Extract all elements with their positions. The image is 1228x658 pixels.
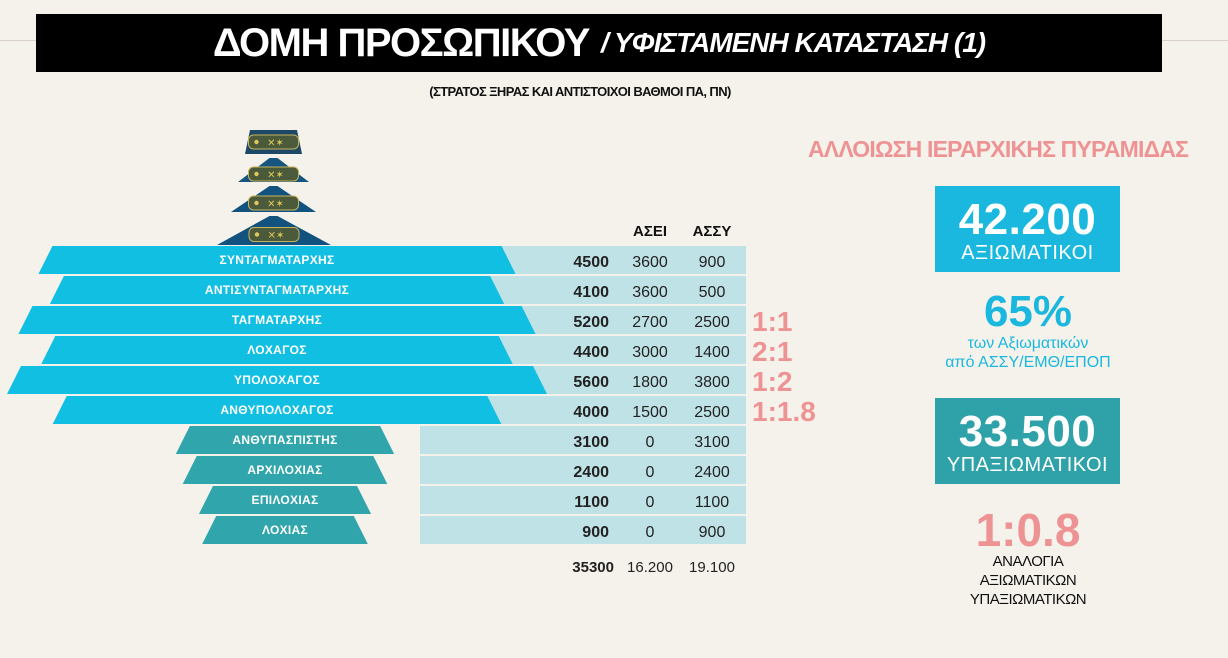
asei-value: 1800 — [632, 374, 668, 391]
rank-bar — [49, 276, 505, 304]
rank-bar — [52, 396, 502, 424]
assy-total: 19.100 — [689, 559, 735, 576]
column-header-assy: ΑΣΣΥ — [693, 223, 732, 240]
officers-box: 42.200 ΑΞΙΩΜΑΤΙΚΟΙ — [935, 186, 1120, 272]
assy-value: 1400 — [694, 344, 730, 361]
rank-label: ΑΝΘΥΠΟΛΟΧΑΓΟΣ — [220, 403, 333, 417]
rank-bar — [18, 306, 536, 334]
rank-epaulette-icon — [248, 195, 299, 211]
officers-label: ΑΞΙΩΜΑΤΙΚΟΙ — [961, 242, 1094, 264]
rank-bar — [175, 426, 395, 454]
title-bar: ΔΟΜΗ ΠΡΟΣΩΠΙΚΟΥ / ΥΦΙΣΤΑΜΕΝΗ ΚΑΤΑΣΤΑΣΗ (… — [36, 14, 1162, 72]
officers-percent: 65% — [983, 287, 1073, 336]
epaulette-button-icon — [254, 171, 259, 177]
table-row — [420, 456, 746, 484]
page-title-sub: / ΥΦΙΣΤΑΜΕΝΗ ΚΑΤΑΣΤΑΣΗ (1) — [600, 27, 986, 58]
rank-label: ΑΡΧΙΛΟΧΙΑΣ — [247, 463, 322, 477]
total-value: 900 — [582, 524, 609, 541]
assy-value: 2500 — [694, 404, 730, 421]
total-value: 5200 — [573, 314, 609, 331]
asei-value: 0 — [646, 434, 655, 451]
nco-count: 33.500 — [958, 407, 1097, 456]
rank-bar — [7, 366, 547, 394]
rank-bar — [182, 456, 388, 484]
total-value: 4100 — [573, 284, 609, 301]
asei-value: 0 — [646, 464, 655, 481]
asei-value: 2700 — [632, 314, 668, 331]
rank-pyramid-chart: ✕✶ ✕✶ ✕✶ ✕✶ ΑΣΕΙ ΑΣΣΥ ΣΥΝΤΑΓΜΑΤΑΡΧΗΣ 4500 3600 90… — [7, 130, 816, 576]
assy-value: 900 — [699, 254, 726, 271]
asei-value: 1500 — [632, 404, 668, 421]
total-value: 2400 — [573, 464, 609, 481]
asei-value: 0 — [646, 524, 655, 541]
asei-assy-ratio: 1:2 — [752, 366, 792, 397]
epaulette-crest-icon: ✕✶ — [268, 231, 285, 242]
epaulette-button-icon — [254, 232, 260, 237]
page-title: ΔΟΜΗ ΠΡΟΣΩΠΙΚΟΥ — [212, 20, 591, 65]
percent-caption: των Αξιωματικών από ΑΣΣΥ/ΕΜΘ/ΕΠΟΠ — [900, 334, 1156, 372]
asei-value: 3600 — [632, 254, 668, 271]
epaulette-crest-icon: ✕✶ — [267, 138, 284, 149]
assy-value: 2500 — [694, 314, 730, 331]
assy-value: 1100 — [695, 494, 730, 511]
assy-value: 900 — [699, 524, 726, 541]
rank-bar — [38, 246, 516, 274]
table-row — [420, 486, 746, 514]
rank-bar — [202, 516, 368, 544]
rank-bar — [198, 486, 372, 514]
asei-assy-ratio: 1:1.8 — [752, 396, 816, 427]
total-value: 1100 — [574, 494, 609, 511]
epaulette-crest-icon: ✕✶ — [267, 170, 284, 181]
summary-title: ΑΛΛΟΙΩΣΗ ΙΕΡΑΡΧΙΚΗΣ ΠΥΡΑΜΙΔΑΣ — [808, 136, 1189, 162]
rank-label: ΛΟΧΑΓΟΣ — [247, 343, 307, 357]
asei-assy-ratio: 1:1 — [752, 306, 792, 337]
rank-label: ΑΝΤΙΣΥΝΤΑΓΜΑΤΑΡΧΗΣ — [205, 283, 349, 297]
page-subtitle: (ΣΤΡΑΤΟΣ ΞΗΡΑΣ ΚΑΙ ΑΝΤΙΣΤΟΙΧΟΙ ΒΑΘΜΟΙ ΠΑ… — [429, 84, 731, 99]
asei-total: 16.200 — [627, 559, 673, 576]
assy-value: 2400 — [694, 464, 730, 481]
rank-epaulette-icon — [248, 166, 299, 182]
rank-bar — [41, 336, 513, 364]
rank-label: ΑΝΘΥΠΑΣΠΙΣΤΗΣ — [232, 433, 337, 447]
column-header-asei: ΑΣΕΙ — [633, 223, 667, 240]
rank-label: ΣΥΝΤΑΓΜΑΤΑΡΧΗΣ — [219, 253, 334, 267]
assy-value: 3800 — [694, 374, 730, 391]
asei-assy-ratio: 2:1 — [752, 336, 792, 367]
epaulette-crest-icon: ✕✶ — [267, 199, 284, 210]
nco-box: 33.500 ΥΠΑΞΙΩΜΑΤΙΚΟΙ — [935, 398, 1120, 484]
officers-count: 42.200 — [958, 195, 1097, 244]
grand-total: 35300 — [572, 559, 614, 576]
rank-label: ΛΟΧΙΑΣ — [262, 523, 308, 537]
percent-caption-line1: των Αξιωματικών — [967, 335, 1089, 352]
total-value: 3100 — [573, 434, 609, 451]
ratio-caption: ΑΝΑΛΟΓΙΑ ΑΞΙΩΜΑΤΙΚΩΝ ΥΠΑΞΙΩΜΑΤΙΚΩΝ — [900, 552, 1156, 609]
epaulette-button-icon — [254, 139, 259, 145]
total-value: 4000 — [573, 404, 609, 421]
asei-value: 3000 — [632, 344, 668, 361]
rank-label: ΕΠΙΛΟΧΙΑΣ — [252, 493, 319, 507]
total-value: 5600 — [573, 374, 609, 391]
assy-value: 3100 — [694, 434, 730, 451]
asei-value: 0 — [646, 494, 655, 511]
asei-value: 3600 — [632, 284, 668, 301]
nco-label: ΥΠΑΞΙΩΜΑΤΙΚΟΙ — [946, 454, 1109, 476]
officer-nco-ratio: 1:0.8 — [975, 504, 1081, 556]
table-row — [420, 426, 746, 454]
epaulette-button-icon — [254, 200, 259, 206]
rank-epaulette-icon — [248, 134, 299, 150]
ratio-caption-line3: ΥΠΑΞΙΩΜΑΤΙΚΩΝ — [969, 591, 1087, 608]
percent-caption-line2: από ΑΣΣΥ/ΕΜΘ/ΕΠΟΠ — [945, 354, 1111, 371]
rank-epaulette-icon — [248, 227, 300, 242]
total-value: 4400 — [573, 344, 609, 361]
ratio-caption-line1: ΑΝΑΛΟΓΙΑ — [992, 553, 1064, 570]
table-row — [420, 516, 746, 544]
assy-value: 500 — [699, 284, 726, 301]
rank-label: ΥΠΟΛΟΧΑΓΟΣ — [234, 373, 320, 387]
ratio-caption-line2: ΑΞΙΩΜΑΤΙΚΩΝ — [979, 572, 1077, 589]
total-value: 4500 — [573, 254, 609, 271]
rank-label: ΤΑΓΜΑΤΑΡΧΗΣ — [232, 313, 322, 327]
